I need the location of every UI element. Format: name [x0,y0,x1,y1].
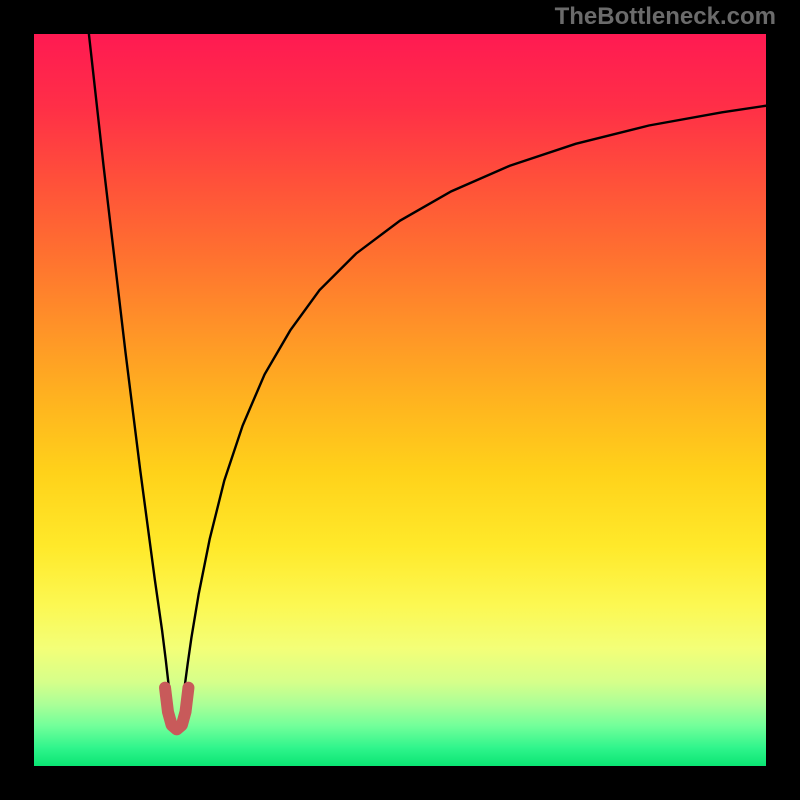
watermark-text: TheBottleneck.com [555,3,776,31]
chart-background [34,34,766,766]
chart-svg [34,34,766,766]
chart-plot-area [34,34,766,766]
